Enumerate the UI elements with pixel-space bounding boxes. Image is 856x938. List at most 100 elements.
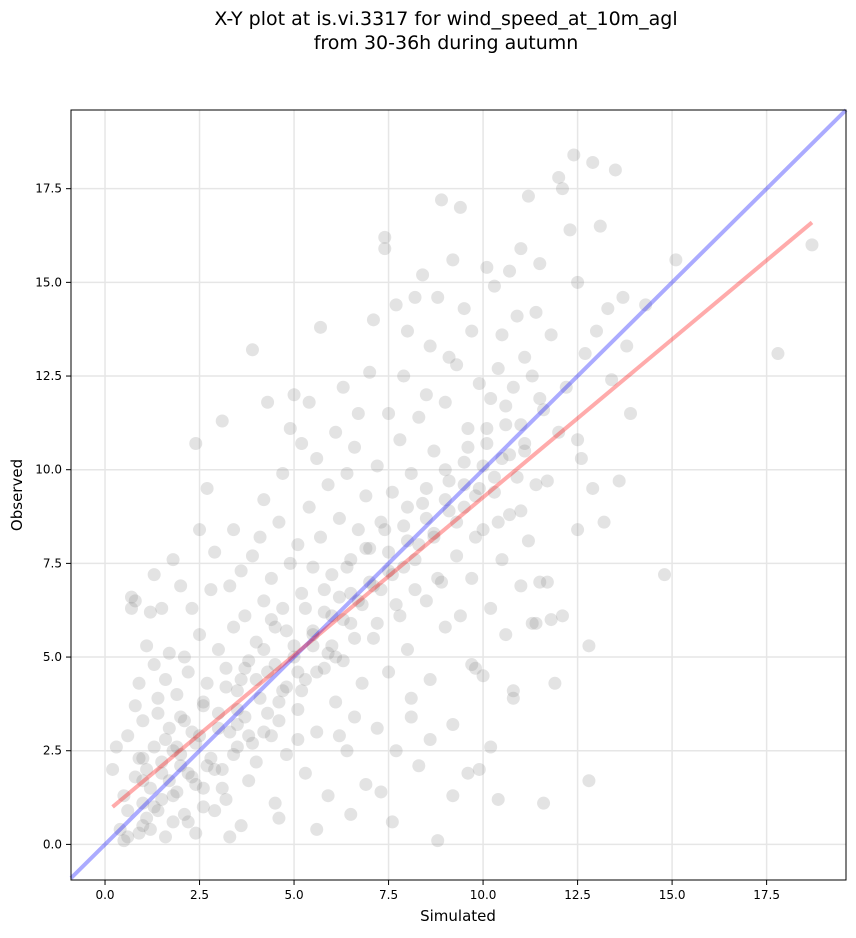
scatter-point bbox=[151, 691, 165, 705]
scatter-point bbox=[245, 549, 259, 563]
x-tick-label: 15.0 bbox=[659, 888, 686, 902]
scatter-point bbox=[484, 392, 498, 406]
scatter-point bbox=[359, 541, 373, 555]
scatter-point bbox=[336, 613, 350, 627]
scatter-point bbox=[533, 575, 547, 589]
scatter-point bbox=[593, 219, 607, 233]
scatter-point bbox=[321, 646, 335, 660]
scatter-point bbox=[389, 598, 403, 612]
scatter-point bbox=[450, 358, 464, 372]
scatter-point bbox=[230, 703, 244, 717]
scatter-point bbox=[151, 706, 165, 720]
scatter-point bbox=[329, 695, 343, 709]
scatter-point bbox=[189, 736, 203, 750]
scatter-point bbox=[151, 804, 165, 818]
scatter-point bbox=[325, 639, 339, 653]
scatter-point bbox=[446, 718, 460, 732]
axis-ticks: 0.0 2.5 5.0 7.5 10.0 12.5 15.0 17.5 0.0 2.5 5.0 7.5… bbox=[35, 182, 780, 902]
scatter-point bbox=[510, 470, 524, 484]
scatter-point bbox=[340, 744, 354, 758]
scatter-point bbox=[472, 377, 486, 391]
scatter-point bbox=[215, 762, 229, 776]
scatter-point bbox=[385, 485, 399, 499]
scatter-point bbox=[242, 654, 256, 668]
scatter-point bbox=[170, 740, 184, 754]
scatter-point bbox=[291, 665, 305, 679]
scatter-point bbox=[487, 470, 501, 484]
scatter-point bbox=[469, 661, 483, 675]
scatter-point bbox=[586, 155, 600, 169]
x-tick-label: 17.5 bbox=[753, 888, 780, 902]
scatter-point bbox=[563, 223, 577, 237]
scatter-point bbox=[143, 781, 157, 795]
scatter-point bbox=[574, 451, 588, 465]
scatter-point bbox=[567, 148, 581, 162]
scatter-point bbox=[518, 436, 532, 450]
scatter-point bbox=[408, 583, 422, 597]
scatter-point bbox=[359, 777, 373, 791]
regression-line bbox=[111, 220, 814, 809]
scatter-point bbox=[261, 665, 275, 679]
scatter-point bbox=[499, 418, 513, 432]
scatter-point bbox=[419, 511, 433, 525]
scatter-point bbox=[249, 755, 263, 769]
identity-line bbox=[69, 108, 848, 880]
scatter-point bbox=[136, 714, 150, 728]
scatter-point bbox=[555, 182, 569, 196]
scatter-point bbox=[170, 785, 184, 799]
scatter-point bbox=[147, 568, 161, 582]
scatter-point bbox=[348, 631, 362, 645]
scatter-point bbox=[442, 350, 456, 364]
scatter-point bbox=[344, 616, 358, 630]
scatter-point bbox=[491, 515, 505, 529]
scatter-point bbox=[215, 781, 229, 795]
scatter-point bbox=[272, 515, 286, 529]
scatter-point bbox=[461, 421, 475, 435]
scatter-point bbox=[136, 774, 150, 788]
scatter-point bbox=[597, 515, 611, 529]
scatter-point bbox=[121, 729, 135, 743]
scatter-point bbox=[264, 729, 278, 743]
scatter-point bbox=[344, 807, 358, 821]
scatter-point bbox=[314, 530, 328, 544]
scatter-point bbox=[476, 669, 490, 683]
scatter-point bbox=[382, 407, 396, 421]
scatter-point bbox=[124, 601, 138, 615]
scatter-point bbox=[348, 440, 362, 454]
scatter-point bbox=[234, 673, 248, 687]
scatter-point bbox=[200, 676, 214, 690]
scatter-point bbox=[370, 721, 384, 735]
scatter-point bbox=[378, 523, 392, 537]
scatter-point bbox=[370, 616, 384, 630]
scatter-point bbox=[132, 676, 146, 690]
scatter-point bbox=[276, 466, 290, 480]
scatter-point bbox=[223, 830, 237, 844]
scatter-point bbox=[155, 766, 169, 780]
scatter-point bbox=[423, 339, 437, 353]
scatter-point bbox=[117, 834, 131, 848]
scatter-point bbox=[351, 523, 365, 537]
scatter-point bbox=[544, 328, 558, 342]
scatter-point bbox=[446, 789, 460, 803]
scatter-point bbox=[257, 643, 271, 657]
scatter-point bbox=[276, 601, 290, 615]
scatter-point bbox=[268, 796, 282, 810]
scatter-point bbox=[234, 819, 248, 833]
scatter-point bbox=[329, 425, 343, 439]
scatter-point bbox=[351, 594, 365, 608]
scatter-point bbox=[295, 586, 309, 600]
scatter-point bbox=[147, 740, 161, 754]
scatter-point bbox=[257, 594, 271, 608]
scatter-point bbox=[348, 710, 362, 724]
scatter-point bbox=[109, 740, 123, 754]
x-tick-label: 7.5 bbox=[379, 888, 398, 902]
scatter-point bbox=[302, 500, 316, 514]
scatter-point bbox=[514, 504, 528, 518]
scatter-point bbox=[336, 380, 350, 394]
scatter-point bbox=[457, 478, 471, 492]
scatter-point bbox=[404, 466, 418, 480]
scatter-point bbox=[291, 732, 305, 746]
scatter-point bbox=[382, 665, 396, 679]
scatter-point bbox=[408, 553, 422, 567]
